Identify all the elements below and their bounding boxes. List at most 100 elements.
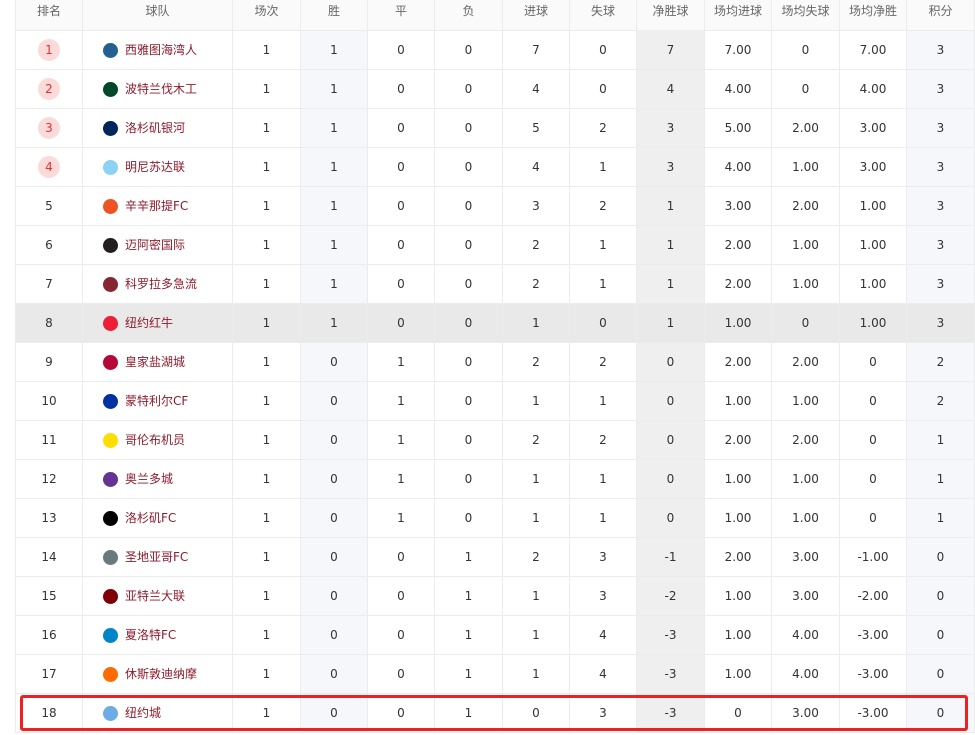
cell-text: 辛辛那提FC bbox=[125, 199, 189, 213]
cell-text: 2 bbox=[599, 433, 607, 447]
cell-text: 1 bbox=[397, 511, 405, 525]
team-cell: 洛杉矶银河 bbox=[83, 109, 233, 148]
cell-text: 1.00 bbox=[724, 316, 752, 330]
team[interactable]: 蒙特利尔CF bbox=[103, 382, 232, 420]
team[interactable]: 西雅图海湾人 bbox=[103, 31, 232, 69]
cell-text: 1 bbox=[262, 43, 271, 57]
cell-text: 3 bbox=[936, 82, 945, 96]
header-cell: 失球 bbox=[570, 0, 637, 31]
stat-cell: 0 bbox=[907, 577, 975, 616]
rank-cell: 3 bbox=[15, 109, 83, 148]
stat-cell: 7.00 bbox=[840, 31, 907, 70]
cell-text: 波特兰伐木工 bbox=[125, 82, 198, 96]
team[interactable]: 波特兰伐木工 bbox=[103, 70, 232, 108]
stat-cell: 3.00 bbox=[772, 694, 840, 733]
team-cell: 迈阿密国际 bbox=[83, 226, 233, 265]
team[interactable]: 休斯敦迪纳摩 bbox=[103, 655, 232, 693]
cell-text: 0 bbox=[397, 316, 405, 330]
cell-text: 进球 bbox=[523, 4, 548, 18]
cell-text: 3 bbox=[936, 316, 945, 330]
team-logo bbox=[103, 550, 118, 565]
team[interactable]: 辛辛那提FC bbox=[103, 187, 232, 225]
cell-text: 0 bbox=[666, 433, 675, 447]
cell-text: 2 bbox=[532, 433, 540, 447]
team-cell: 科罗拉多急流 bbox=[83, 265, 233, 304]
stat-cell: 0 bbox=[840, 382, 907, 421]
stat-cell: 2.00 bbox=[705, 265, 772, 304]
team[interactable]: 亚特兰大联 bbox=[103, 577, 232, 615]
cell-text: 0 bbox=[464, 199, 473, 213]
stat-cell: 1.00 bbox=[705, 460, 772, 499]
stat-cell: 2.00 bbox=[772, 421, 840, 460]
cell-text: 平 bbox=[394, 4, 407, 18]
team[interactable]: 洛杉矶FC bbox=[103, 499, 232, 537]
stat-cell: 0 bbox=[840, 460, 907, 499]
stat-cell: 1 bbox=[503, 499, 570, 538]
cell-text: 1.00 bbox=[792, 472, 819, 486]
cell-text: 3.00 bbox=[859, 121, 887, 135]
header-cell: 净胜球 bbox=[637, 0, 705, 31]
cell-text: 失球 bbox=[590, 4, 615, 18]
team[interactable]: 科罗拉多急流 bbox=[103, 265, 232, 303]
cell-text: 纽约城 bbox=[125, 706, 162, 720]
cell-text: 1 bbox=[464, 667, 473, 681]
cell-text: 4 bbox=[666, 82, 675, 96]
cell-text: 皇家盐湖城 bbox=[125, 355, 186, 369]
stat-cell: 3 bbox=[570, 538, 637, 577]
stat-cell: 2.00 bbox=[772, 343, 840, 382]
stat-cell: 5 bbox=[503, 109, 570, 148]
team[interactable]: 洛杉矶银河 bbox=[103, 109, 232, 147]
cell-text: 4 bbox=[532, 160, 540, 174]
team[interactable]: 奥兰多城 bbox=[103, 460, 232, 498]
cell-text: 1.00 bbox=[792, 511, 819, 525]
stat-cell: 0 bbox=[637, 343, 705, 382]
stat-cell: 1 bbox=[233, 577, 301, 616]
team-logo bbox=[103, 589, 118, 604]
team[interactable]: 哥伦布机员 bbox=[103, 421, 232, 459]
cell-text: 4.00 bbox=[724, 82, 752, 96]
stat-cell: 1 bbox=[368, 460, 435, 499]
cell-text: 西雅图海湾人 bbox=[125, 43, 198, 57]
highlight-box bbox=[20, 695, 968, 731]
cell-text: 0 bbox=[464, 394, 473, 408]
cell-text: 10 bbox=[41, 394, 57, 408]
stat-cell: 0 bbox=[301, 616, 368, 655]
stat-cell: 1 bbox=[233, 109, 301, 148]
cell-text: 13 bbox=[41, 511, 57, 525]
stat-cell: 0 bbox=[705, 694, 772, 733]
stat-cell: 1.00 bbox=[705, 499, 772, 538]
cell-text: 科罗拉多急流 bbox=[125, 277, 198, 291]
stat-cell: 1 bbox=[368, 499, 435, 538]
stat-cell: -3 bbox=[637, 694, 705, 733]
stat-cell: 1 bbox=[637, 226, 705, 265]
team[interactable]: 明尼苏达联 bbox=[103, 148, 232, 186]
cell-text: 17 bbox=[41, 667, 57, 681]
cell-text: 1 bbox=[464, 706, 473, 720]
stat-cell: 1 bbox=[907, 460, 975, 499]
stat-cell: 0 bbox=[772, 304, 840, 343]
cell-text: 0 bbox=[869, 394, 877, 408]
cell-text: 1 bbox=[532, 667, 540, 681]
stat-cell: 0 bbox=[368, 109, 435, 148]
team[interactable]: 皇家盐湖城 bbox=[103, 343, 232, 381]
cell-text: 0 bbox=[397, 238, 405, 252]
cell-text: 2.00 bbox=[724, 277, 752, 291]
cell-text: 1 bbox=[330, 199, 338, 213]
stat-cell: 1 bbox=[570, 148, 637, 187]
stat-cell: 0 bbox=[368, 616, 435, 655]
stat-cell: -3.00 bbox=[840, 655, 907, 694]
team[interactable]: 夏洛特FC bbox=[103, 616, 232, 654]
cell-text: 0 bbox=[936, 550, 945, 564]
stat-cell: 1 bbox=[233, 304, 301, 343]
stat-cell: 7 bbox=[503, 31, 570, 70]
stat-cell: 1 bbox=[233, 421, 301, 460]
cell-text: 0 bbox=[599, 316, 607, 330]
stat-cell: 0 bbox=[368, 265, 435, 304]
team[interactable]: 纽约红牛 bbox=[103, 304, 232, 342]
stat-cell: 0 bbox=[840, 343, 907, 382]
stat-cell: 1 bbox=[368, 343, 435, 382]
team[interactable]: 圣地亚哥FC bbox=[103, 538, 232, 576]
team[interactable]: 迈阿密国际 bbox=[103, 226, 232, 264]
cell-text: 7 bbox=[666, 43, 675, 57]
team[interactable]: 纽约城 bbox=[103, 694, 232, 732]
